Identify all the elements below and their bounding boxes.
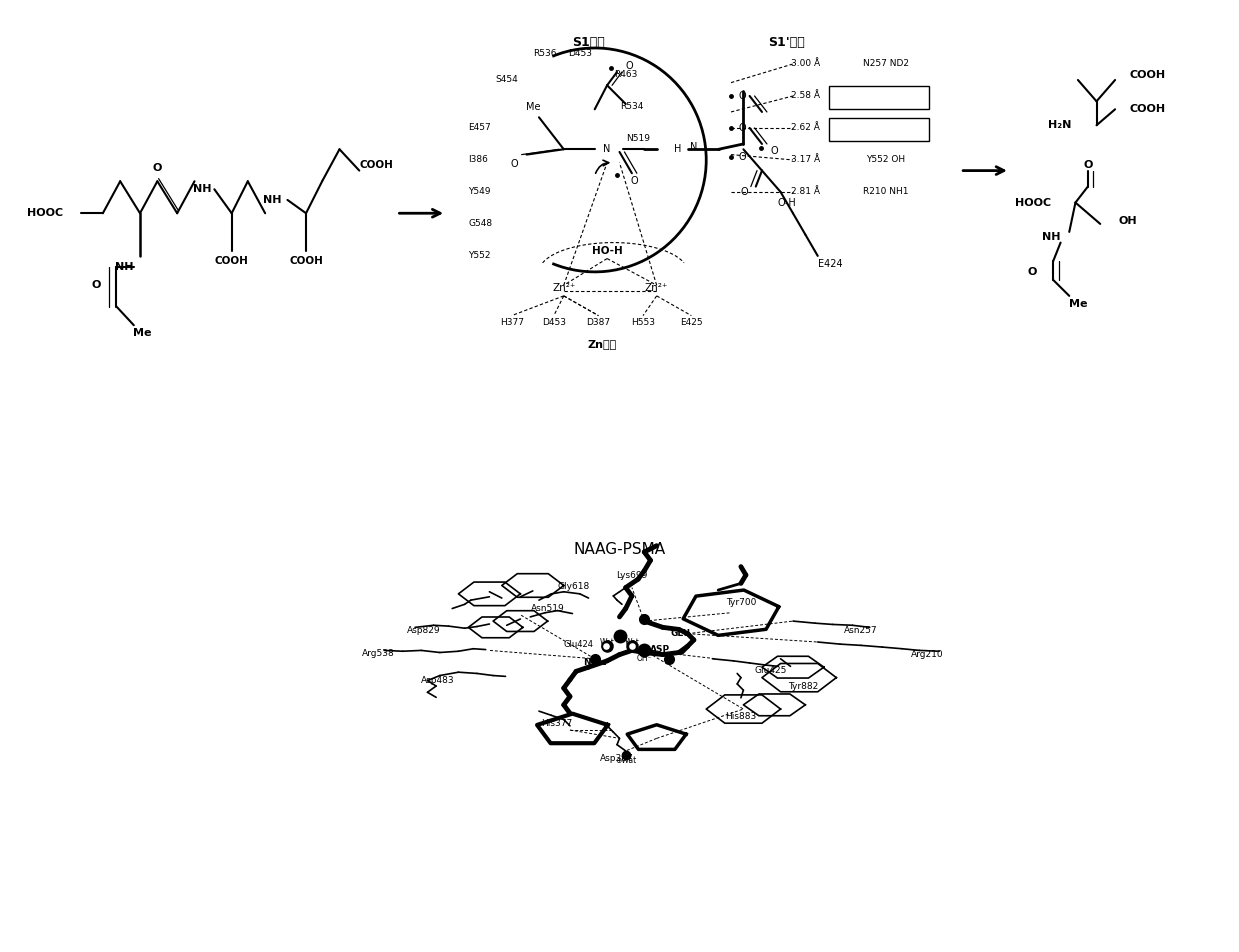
Text: NH: NH [1042,232,1061,242]
Text: H: H [674,145,681,154]
Text: 2.62 Å: 2.62 Å [790,124,820,132]
Text: HOOC: HOOC [1015,198,1051,208]
Text: ASP: ASP [650,645,670,654]
Text: Y552 OH: Y552 OH [866,155,906,165]
Text: Lys699: Lys699 [616,570,648,580]
Text: ⊕Wat: ⊕Wat [615,756,637,764]
Text: O: O [738,123,746,133]
FancyBboxPatch shape [829,86,929,109]
Text: COOH: COOH [214,256,249,267]
Text: S1口袋: S1口袋 [572,36,605,50]
Text: OH: OH [1119,216,1137,227]
Text: HOOC: HOOC [27,208,63,218]
Text: Arg210: Arg210 [911,650,943,659]
Text: Zn配体: Zn配体 [587,339,617,348]
Text: Tyr882: Tyr882 [788,682,818,690]
Text: O: O [152,163,162,173]
Text: R534: R534 [621,102,643,111]
Text: Asp483: Asp483 [420,676,455,685]
Text: O-H: O-H [777,198,797,208]
Text: Glu424: Glu424 [564,640,593,648]
Text: R210 NH1: R210 NH1 [864,188,908,196]
Text: Asn519: Asn519 [530,604,565,613]
Text: Me: Me [134,328,151,338]
Text: GLU: GLU [670,629,690,638]
Text: 2.81 Å: 2.81 Å [790,188,820,196]
Text: G548: G548 [468,219,492,228]
Text: COOH: COOH [1130,69,1166,80]
Text: Arg538: Arg538 [362,649,394,658]
Text: COOH: COOH [289,256,323,267]
Text: K699 NZ: K699 NZ [866,91,906,101]
Text: O: O [92,280,102,290]
Text: O: O [631,176,638,187]
Text: S1'口袋: S1'口袋 [768,36,805,50]
Text: 3.00 Å: 3.00 Å [790,59,820,69]
Text: N519: N519 [626,134,650,143]
Text: Asn257: Asn257 [844,625,878,635]
Text: R536: R536 [533,49,556,58]
Text: O: O [738,152,746,162]
Text: Me: Me [525,102,540,111]
Text: NH: NH [115,262,134,271]
Text: Zn²⁺: Zn²⁺ [553,283,575,293]
Text: D453: D453 [541,318,566,327]
Text: D387: D387 [586,318,611,327]
Text: O: O [1083,160,1093,170]
Text: E457: E457 [468,124,491,132]
Text: I386: I386 [468,155,488,165]
Text: NH: NH [193,185,211,194]
Text: H553: H553 [631,318,655,327]
Text: O: O [771,146,778,156]
Text: H₂N: H₂N [1048,120,1072,130]
Text: Gly618: Gly618 [558,583,590,591]
Text: 2.58 Å: 2.58 Å [790,91,820,101]
Text: E425: E425 [680,318,703,327]
Text: D453: D453 [567,49,592,58]
Text: Glu425: Glu425 [755,665,787,675]
Text: N: N [690,142,698,151]
Text: Me: Me [1069,299,1087,308]
Text: O: O [1027,267,1037,277]
Text: His377: His377 [540,719,572,728]
Text: Zn²⁺: Zn²⁺ [646,283,668,293]
Text: N257 ND2: N257 ND2 [862,59,909,69]
Text: HO-H: HO-H [592,246,622,255]
Text: Y552: Y552 [468,251,491,261]
Text: N: N [603,145,611,154]
Text: 3.17 Å: 3.17 Å [790,155,820,165]
Text: S454: S454 [496,75,518,85]
FancyBboxPatch shape [829,118,929,141]
Text: O: O [626,61,633,70]
Text: O: O [741,187,748,197]
Text: Y700 OH: Y700 OH [866,124,906,132]
Text: Tyr700: Tyr700 [726,598,756,606]
Text: COOH: COOH [1130,105,1166,114]
Text: Wat: Wat [624,638,639,646]
Text: His883: His883 [725,712,757,721]
Text: O: O [510,159,518,169]
Text: N-Ac: N-Ac [582,658,607,666]
Text: Y549: Y549 [468,188,491,196]
Text: NAAG-PSMA: NAAG-PSMA [574,543,665,557]
Text: NH: NH [264,195,281,205]
Text: Asp829: Asp829 [406,626,441,635]
Text: Asp387: Asp387 [600,754,634,763]
Text: Wat: Wat [600,638,615,646]
Text: COOH: COOH [359,160,394,170]
Text: E424: E424 [818,259,843,268]
Text: R463: R463 [615,70,637,79]
Text: OH⁻: OH⁻ [637,654,652,664]
Text: O: O [738,91,746,101]
Text: H377: H377 [499,318,524,327]
